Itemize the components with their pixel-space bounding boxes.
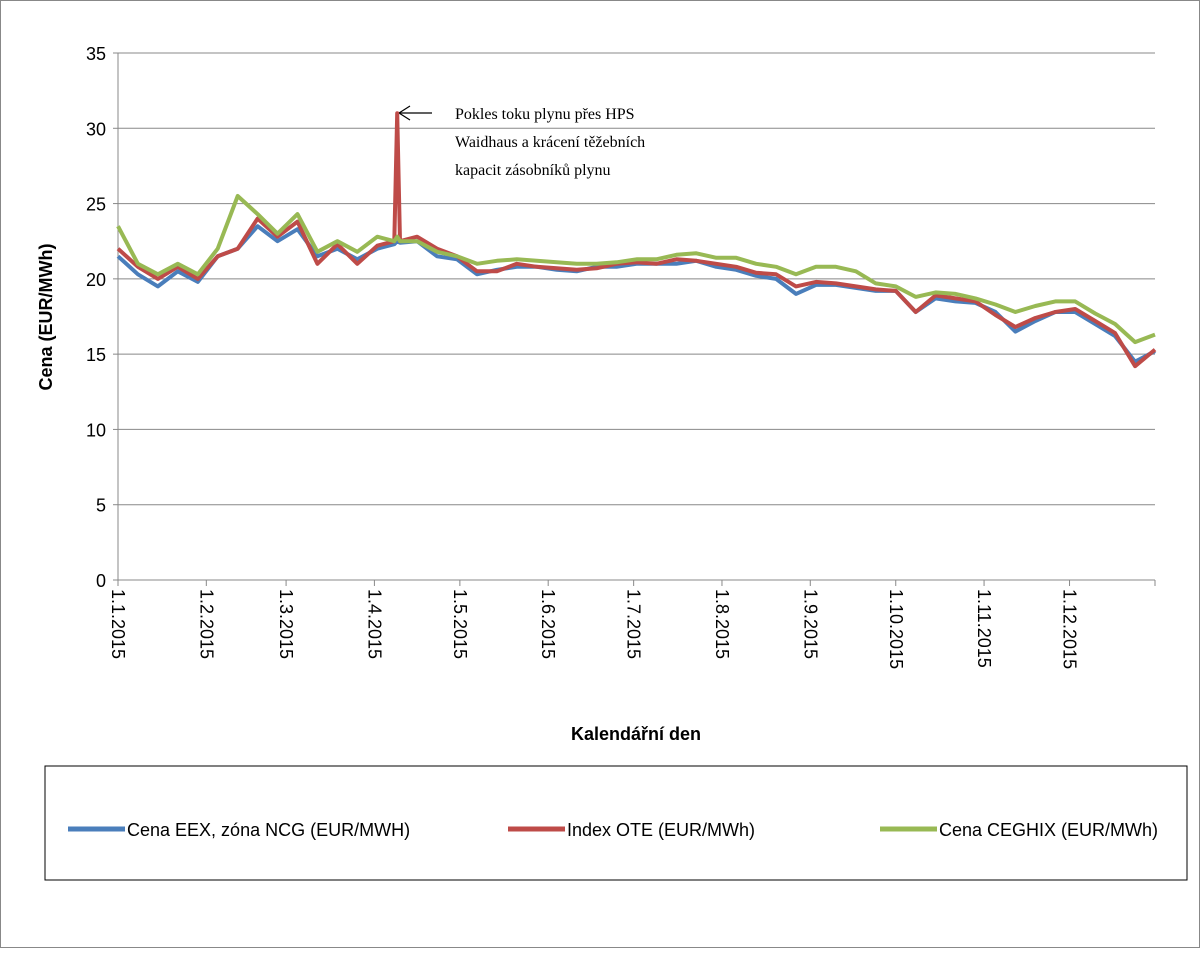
y-axis-title: Cena (EUR/MWh): [36, 244, 56, 391]
legend-box: [44, 765, 1188, 881]
y-tick-label: 5: [96, 496, 106, 516]
legend-label: Index OTE (EUR/MWh): [567, 820, 755, 840]
annotation: Pokles toku plynu přes HPS: [455, 106, 635, 123]
y-tick-label: 35: [86, 44, 106, 64]
annotation: kapacit zásobníků plynu: [455, 162, 611, 179]
x-tick-label: 1.2.2015: [196, 589, 216, 659]
y-tick-label: 15: [86, 345, 106, 365]
x-tick-label: 1.9.2015: [800, 589, 820, 659]
legend-label: Cena EEX, zóna NCG (EUR/MWH): [127, 820, 410, 840]
annotation: Waidhaus a krácení těžebních: [455, 134, 645, 151]
x-tick-label: 1.5.2015: [450, 589, 470, 659]
series-line: [116, 194, 1156, 345]
legend-label: Cena CEGHIX (EUR/MWh): [939, 820, 1158, 840]
x-tick-label: 1.1.2015: [108, 589, 128, 659]
y-tick-label: 25: [86, 195, 106, 215]
x-tick-label: 1.12.2015: [1060, 589, 1080, 669]
y-tick-label: 20: [86, 270, 106, 290]
x-tick-label: 1.4.2015: [364, 589, 384, 659]
y-tick-label: 0: [96, 571, 106, 591]
y-tick-label: 10: [86, 420, 106, 440]
x-tick-label: 1.3.2015: [276, 589, 296, 659]
y-tick-label: 30: [86, 119, 106, 139]
x-tick-label: 1.6.2015: [538, 589, 558, 659]
x-axis-title: Kalendářní den: [571, 724, 701, 744]
x-tick-label: 1.7.2015: [624, 589, 644, 659]
x-tick-label: 1.11.2015: [974, 589, 994, 668]
x-tick-label: 1.10.2015: [886, 589, 906, 669]
x-tick-label: 1.8.2015: [712, 589, 732, 659]
